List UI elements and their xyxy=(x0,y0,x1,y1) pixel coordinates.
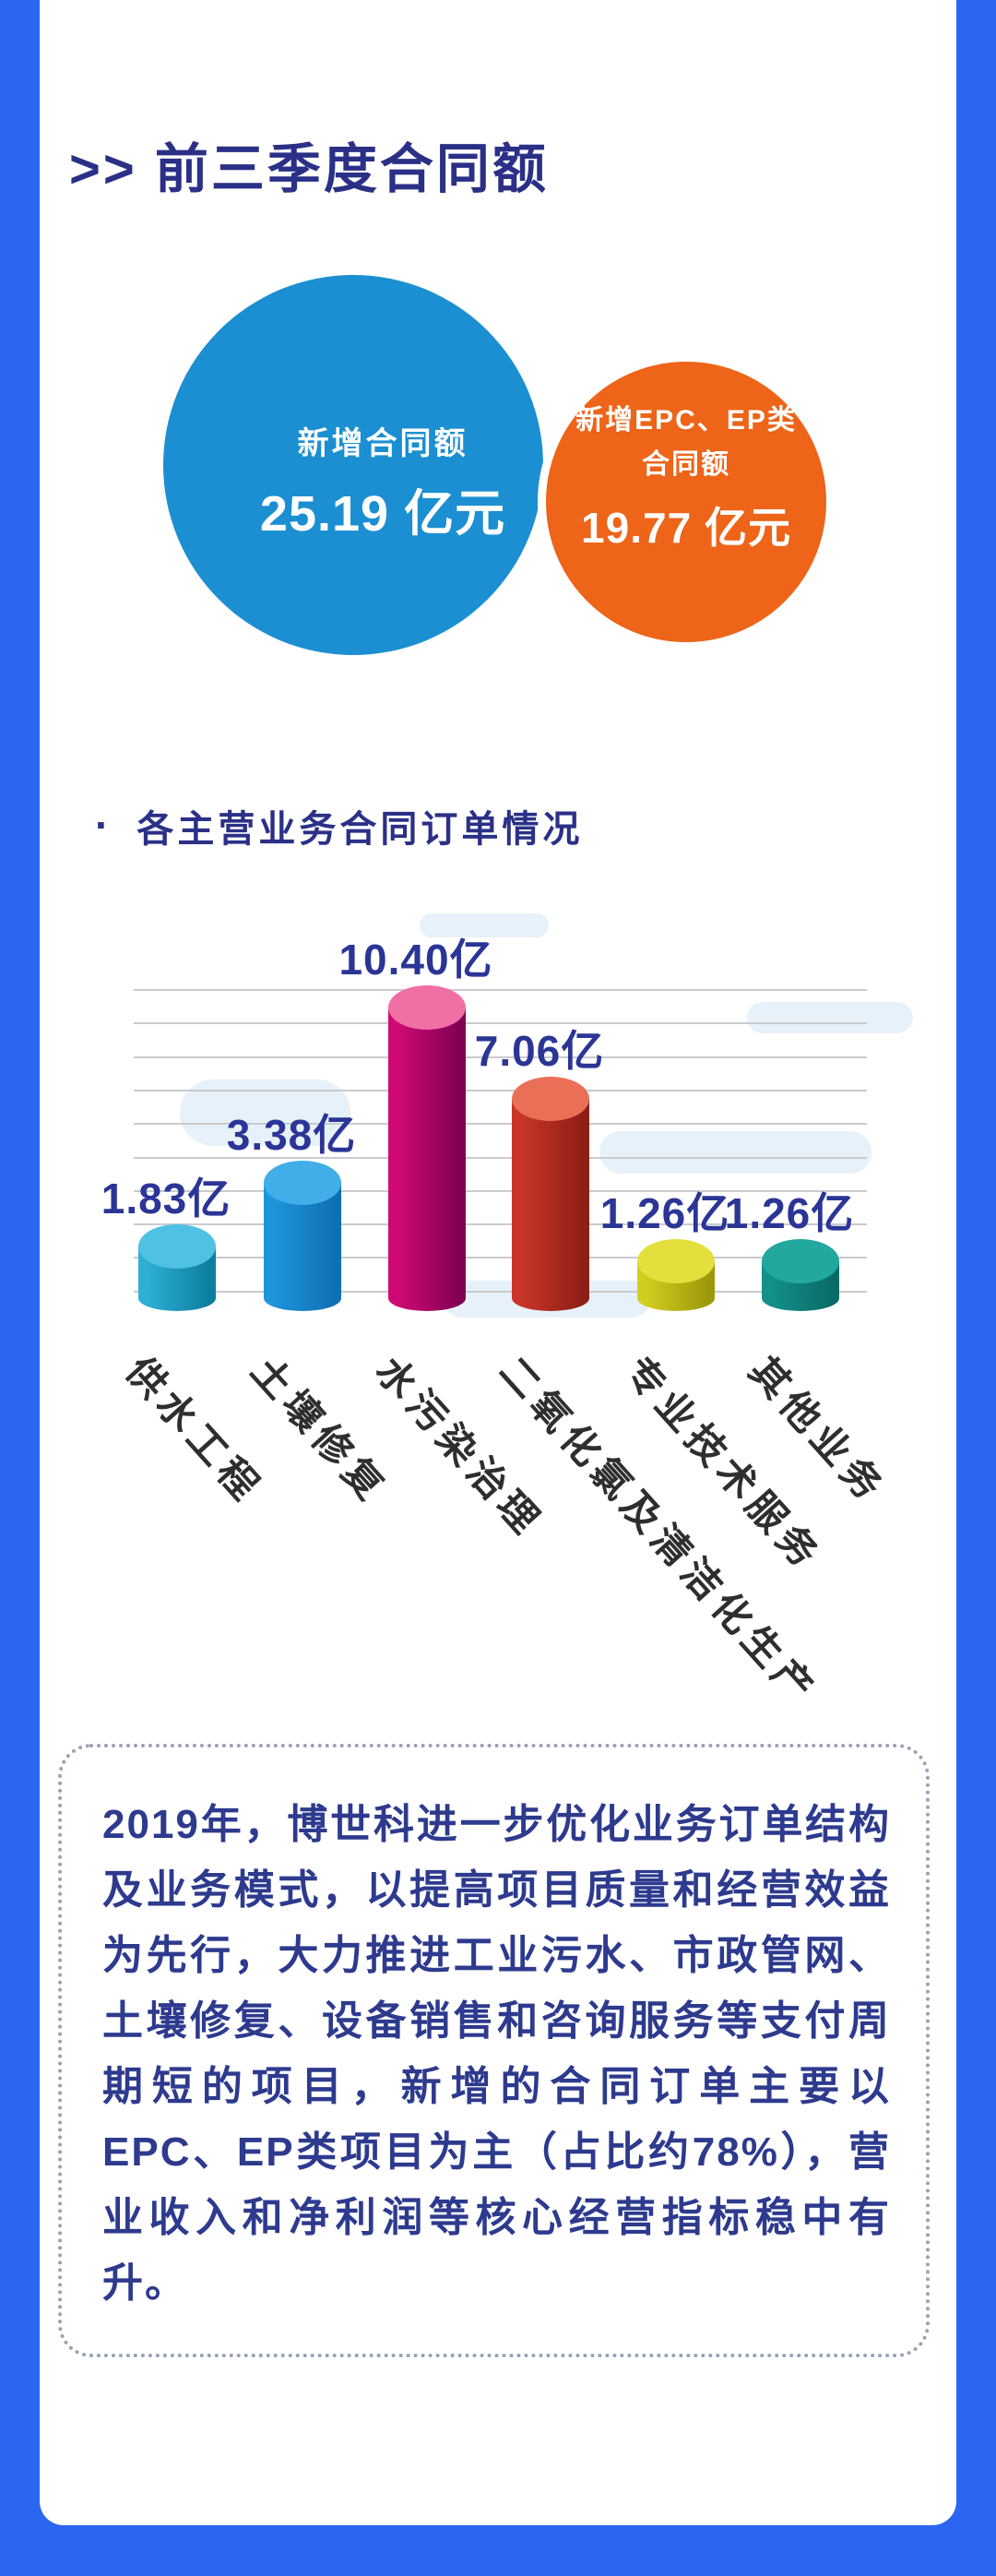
gridline xyxy=(134,1123,867,1126)
chart-section-heading: · 各主营业务合同订单情况 xyxy=(95,799,583,853)
gridline xyxy=(134,1290,867,1293)
bar-cylinder-1 xyxy=(138,1224,216,1311)
gridline xyxy=(134,1055,867,1058)
summary-note-text: 2019年，博世科进一步优化业务订单结构及业务模式，以提高项目质量和经营效益为先… xyxy=(102,1802,891,2306)
bar-cylinder-3 xyxy=(388,985,466,1311)
bar-value-label: 1.26亿 xyxy=(724,1189,855,1237)
total-contract-value: 25.19 亿元 xyxy=(259,486,506,542)
total-contract-text: 新增合同额 25.19 亿元 xyxy=(260,418,505,545)
bar-top-ellipse xyxy=(264,1161,341,1205)
bar-cylinder-4 xyxy=(512,1077,589,1311)
bar-cylinder-5 xyxy=(637,1239,715,1311)
gridline xyxy=(134,1223,867,1226)
page-title: >> 前三季度合同额 xyxy=(69,139,549,199)
bar-value-label: 7.06亿 xyxy=(474,1027,605,1075)
bar-body xyxy=(388,1008,466,1311)
gridline xyxy=(134,1089,867,1091)
bar-value-label: 1.26亿 xyxy=(599,1189,730,1237)
decor-blob xyxy=(420,913,549,937)
bar-top-ellipse xyxy=(637,1239,715,1283)
summary-note-box: 2019年，博世科进一步优化业务订单结构及业务模式，以提高项目质量和经营效益为先… xyxy=(58,1744,930,2357)
bar-cylinder-2 xyxy=(264,1161,341,1311)
chart-section-title: 各主营业务合同订单情况 xyxy=(136,809,584,850)
bar-value-label: 10.40亿 xyxy=(338,936,493,984)
total-contract-label: 新增合同额 xyxy=(297,426,468,461)
gridline xyxy=(134,1257,867,1259)
decor-blob xyxy=(599,1131,872,1174)
gridline xyxy=(134,1189,867,1192)
bar-top-ellipse xyxy=(762,1239,839,1283)
bar-value-label: 1.83亿 xyxy=(101,1175,231,1222)
decor-blob xyxy=(747,1002,913,1033)
bullet-icon: · xyxy=(95,801,113,849)
gridline xyxy=(134,1156,867,1159)
bar-cylinder-6 xyxy=(762,1239,839,1311)
epc-contract-label-line1: 新增EPC、EP类 xyxy=(575,405,797,435)
epc-contract-text: 新增EPC、EP类 合同额 19.77 亿元 xyxy=(575,399,797,555)
epc-contract-label-line2: 合同额 xyxy=(642,449,730,480)
bar-body xyxy=(512,1099,589,1311)
epc-contract-value: 19.77 亿元 xyxy=(581,504,791,552)
gridline xyxy=(134,1022,867,1025)
total-contract-circle: 新增合同额 25.19 亿元 xyxy=(163,275,543,655)
business-orders-bar-chart: 1.83亿 供水工程 3.38亿 土壤修复 10.40亿 水污染治理 7.06亿 二氧化氯及清… xyxy=(40,867,956,1713)
gridline xyxy=(134,989,867,991)
epc-contract-circle: 新增EPC、EP类 合同额 19.77 亿元 xyxy=(538,353,835,650)
content-card: >> 前三季度合同额 新增合同额 25.19 亿元 新增EPC、EP类 合同额 … xyxy=(40,0,956,2525)
bar-top-ellipse xyxy=(512,1077,589,1121)
bar-value-label: 3.38亿 xyxy=(226,1111,357,1159)
bar-top-ellipse xyxy=(138,1224,216,1269)
bar-top-ellipse xyxy=(388,985,466,1030)
